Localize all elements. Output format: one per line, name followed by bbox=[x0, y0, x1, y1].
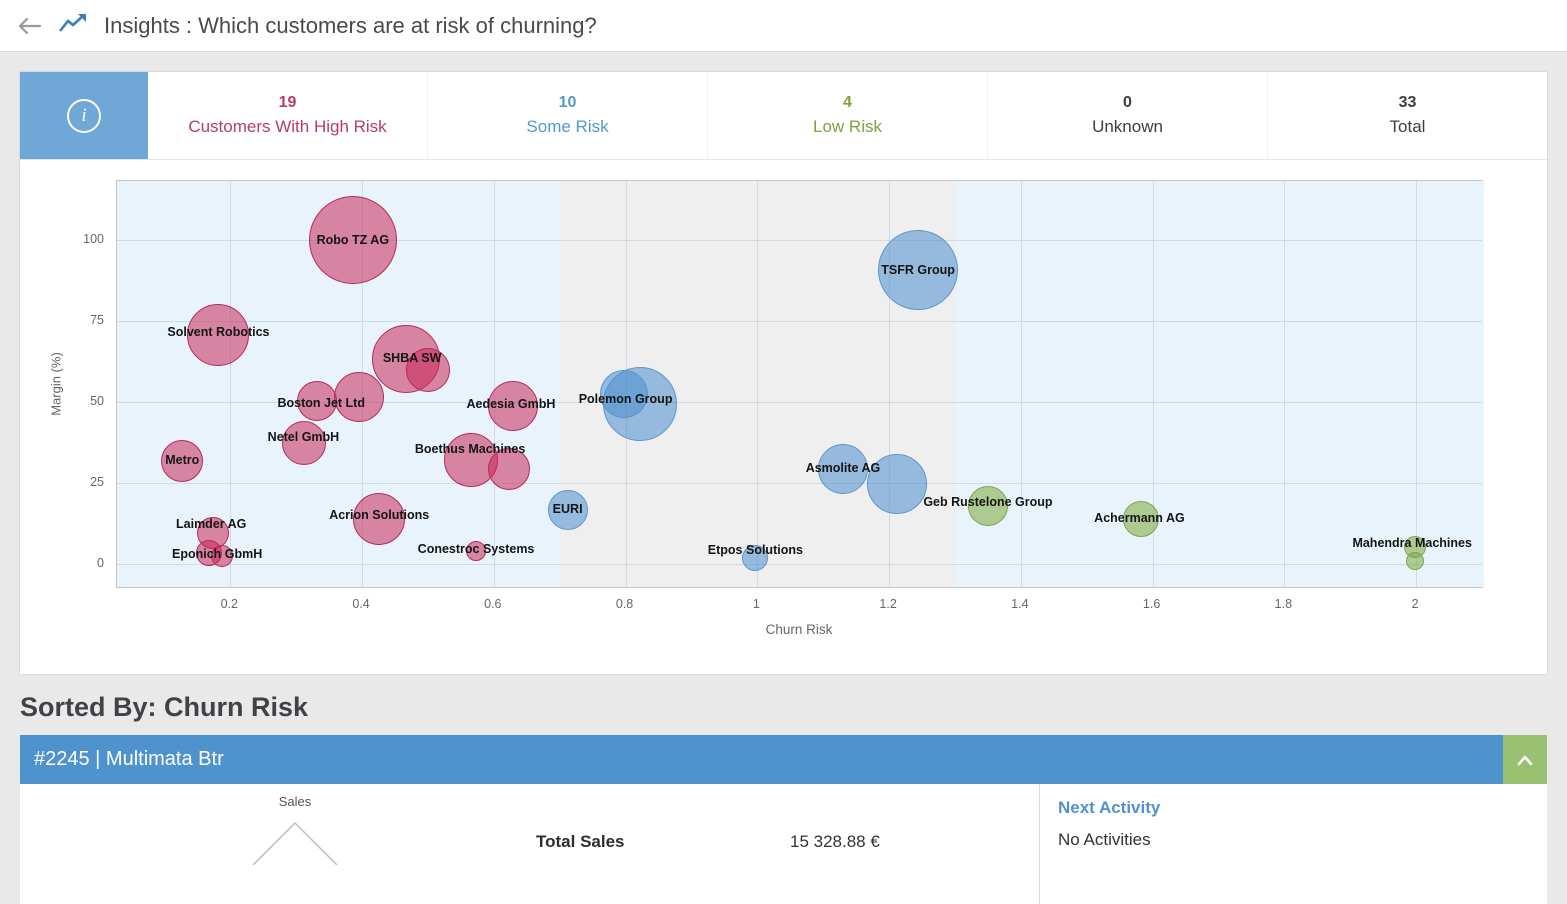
y-tick-label: 0 bbox=[97, 556, 104, 571]
content: i 19 Customers With High Risk 10 Some Ri… bbox=[0, 52, 1567, 904]
sales-sparkline-label: Sales bbox=[278, 794, 312, 809]
x-tick-label: 1 bbox=[752, 597, 760, 611]
stat-cell[interactable]: 0 Unknown bbox=[987, 72, 1267, 159]
bubble-geb-rustelone-group[interactable] bbox=[967, 486, 1008, 527]
sales-block: Sales bbox=[233, 794, 357, 870]
bubble-unlabeled[interactable] bbox=[211, 544, 234, 567]
x-tick-label: 0.8 bbox=[615, 597, 634, 611]
chevron-up-icon bbox=[1517, 755, 1533, 765]
bubble-acrion-solutions[interactable] bbox=[353, 493, 406, 545]
back-arrow-icon bbox=[18, 17, 42, 34]
plot-area: Robo TZ AG Solvent Robotics SHBA SW Boston … bbox=[116, 180, 1484, 588]
x-gridline bbox=[1284, 181, 1286, 587]
account-panel-right: Next Activity No Activities bbox=[1040, 784, 1547, 904]
chart-area: Margin (%) Robo TZ AG Solvent Robotics SHB… bbox=[20, 160, 1547, 674]
sorted-by-heading: Sorted By: Churn Risk bbox=[20, 692, 309, 722]
next-activity-label[interactable]: Next Activity bbox=[1058, 798, 1161, 817]
bubble-solvent-robotics[interactable] bbox=[187, 303, 250, 366]
y-axis-title: Margin (%) bbox=[48, 352, 64, 416]
bubble-metro[interactable] bbox=[161, 439, 204, 482]
x-gridline bbox=[1152, 181, 1154, 587]
stat-label: Some Risk bbox=[526, 117, 609, 136]
stats-bar: i 19 Customers With High Risk 10 Some Ri… bbox=[20, 72, 1547, 160]
account-header-bar[interactable]: #2245 | Multimata Btr bbox=[20, 735, 1547, 784]
y-tick-label: 50 bbox=[90, 394, 104, 408]
x-tick-label: 1.6 bbox=[1142, 597, 1161, 611]
account-panel-left: Sales Total Sales 15 328.88 € bbox=[20, 784, 1040, 904]
info-icon: i bbox=[67, 98, 101, 133]
y-gridline bbox=[117, 564, 1482, 566]
bubble-robo-tz-ag[interactable] bbox=[308, 195, 397, 284]
account-panel: Sales Total Sales 15 328.88 € Next Activ… bbox=[20, 784, 1547, 904]
x-tick-label: 1.8 bbox=[1274, 597, 1293, 611]
y-tick-label: 100 bbox=[83, 231, 104, 246]
bubble-boston-jet-ltd[interactable] bbox=[333, 372, 384, 423]
x-axis-title: Churn Risk bbox=[765, 622, 833, 637]
stat-value: 10 bbox=[558, 94, 577, 111]
bubble-tsfr-group[interactable] bbox=[878, 230, 959, 311]
stat-label: Low Risk bbox=[813, 117, 882, 136]
stat-label: Total bbox=[1389, 117, 1426, 136]
account-title: #2245 | Multimata Btr bbox=[34, 748, 224, 770]
y-gridline bbox=[117, 402, 1482, 403]
y-tick-label: 75 bbox=[90, 312, 104, 327]
y-gridline bbox=[117, 239, 1482, 241]
stat-cell[interactable]: 33 Total bbox=[1267, 72, 1547, 159]
bubble-unlabeled[interactable] bbox=[405, 347, 450, 392]
y-gridline bbox=[117, 483, 1482, 485]
stat-label: Customers With High Risk bbox=[188, 117, 387, 136]
y-gridline bbox=[117, 320, 1482, 322]
bubble-aedesia-gmbh[interactable] bbox=[487, 380, 538, 431]
insight-card: i 19 Customers With High Risk 10 Some Ri… bbox=[20, 72, 1547, 674]
info-tile[interactable]: i bbox=[20, 72, 148, 159]
x-tick-label: 0.6 bbox=[484, 597, 502, 611]
x-tick-label: 0.4 bbox=[352, 597, 370, 611]
stat-value: 33 bbox=[1398, 94, 1417, 111]
risk-band bbox=[954, 181, 1484, 587]
x-gridline bbox=[889, 181, 891, 587]
total-sales-value: 15 328.88 € bbox=[790, 832, 880, 851]
bubble-etpos-solutions[interactable] bbox=[742, 544, 769, 571]
sales-sparkline bbox=[252, 821, 338, 866]
x-tick-label: 0.2 bbox=[220, 597, 239, 611]
next-activity-value: No Activities bbox=[1058, 830, 1151, 849]
bubble-euri[interactable] bbox=[547, 489, 588, 530]
stat-value: 0 bbox=[1123, 94, 1132, 111]
x-tick-label: 2 bbox=[1411, 597, 1419, 611]
page-title: Insights : Which customers are at risk o… bbox=[104, 12, 597, 38]
back-button[interactable] bbox=[16, 17, 42, 35]
total-sales-label: Total Sales bbox=[536, 832, 625, 851]
bubble-netel-gmbh[interactable] bbox=[282, 421, 327, 466]
bubble-unlabeled[interactable] bbox=[1405, 552, 1424, 571]
x-gridline bbox=[1416, 181, 1418, 587]
bubble-unlabeled[interactable] bbox=[487, 448, 530, 491]
bubble-asmolite-ag[interactable] bbox=[817, 444, 868, 495]
stat-label: Unknown bbox=[1092, 117, 1163, 136]
x-tick-label: 1.2 bbox=[879, 597, 897, 611]
stat-cell[interactable]: 4 Low Risk bbox=[707, 72, 987, 159]
bubble-unlabeled[interactable] bbox=[867, 454, 927, 514]
trend-icon bbox=[58, 12, 88, 39]
stat-value: 4 bbox=[843, 94, 852, 111]
stat-cell[interactable]: 19 Customers With High Risk bbox=[148, 72, 427, 159]
bubble-achermann-ag[interactable] bbox=[1122, 501, 1159, 537]
x-gridline bbox=[230, 181, 232, 587]
stat-cell[interactable]: 10 Some Risk bbox=[427, 72, 707, 159]
x-gridline bbox=[757, 181, 759, 587]
collapse-button[interactable] bbox=[1503, 735, 1547, 784]
bubble-unlabeled[interactable] bbox=[599, 369, 648, 418]
stat-value: 19 bbox=[278, 94, 297, 111]
x-tick-label: 1.4 bbox=[1011, 597, 1029, 611]
top-bar: Insights : Which customers are at risk o… bbox=[0, 0, 1567, 52]
bubble-conestroc-systems[interactable] bbox=[466, 541, 487, 562]
bubble-unlabeled[interactable] bbox=[297, 381, 338, 422]
x-gridline bbox=[493, 181, 495, 587]
y-tick-label: 25 bbox=[90, 475, 104, 490]
x-gridline bbox=[1020, 181, 1022, 587]
